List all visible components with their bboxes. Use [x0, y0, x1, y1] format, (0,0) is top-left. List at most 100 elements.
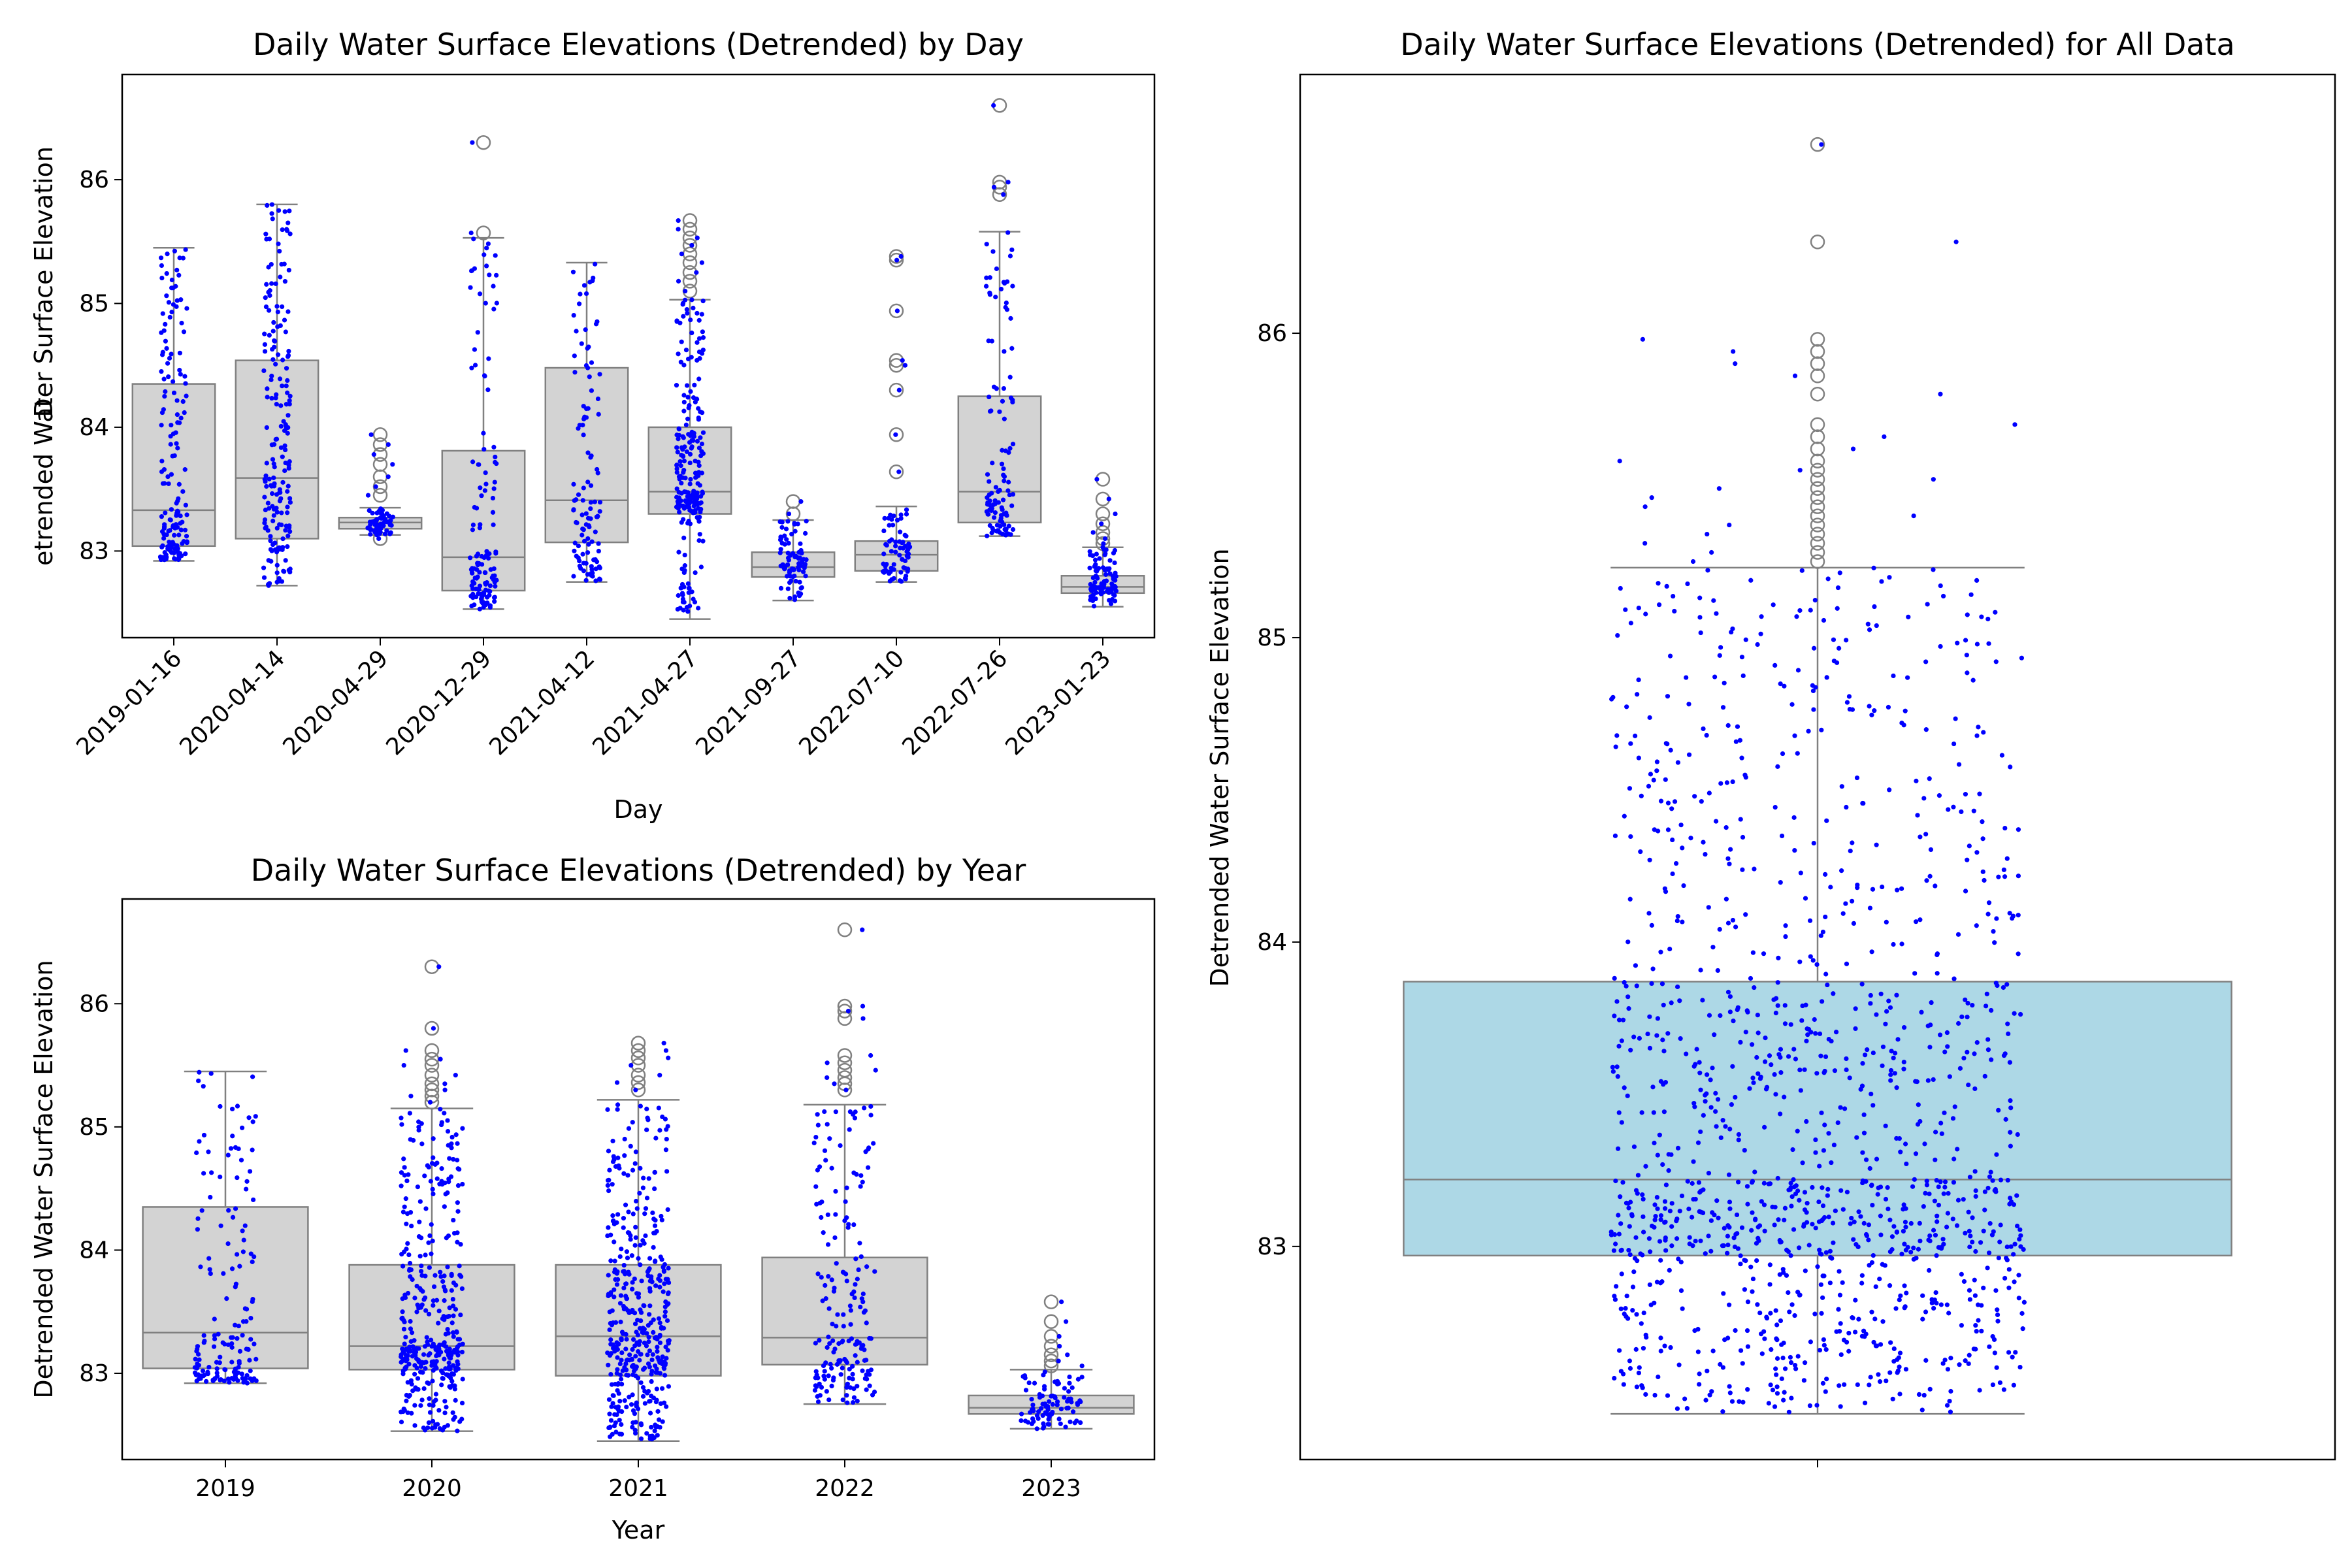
data-point: [262, 331, 267, 336]
data-point: [1903, 708, 1908, 713]
data-point: [1652, 1140, 1657, 1146]
data-point: [160, 311, 165, 316]
data-point: [1727, 1384, 1732, 1389]
data-point: [1917, 1220, 1922, 1226]
data-point: [833, 1109, 838, 1115]
data-point: [990, 461, 995, 466]
data-point: [641, 1367, 646, 1372]
data-point: [1686, 1206, 1691, 1211]
data-point: [269, 377, 274, 382]
data-point: [1905, 1245, 1910, 1250]
data-point: [1792, 1363, 1798, 1368]
data-point: [281, 568, 286, 574]
data-point: [166, 300, 172, 305]
data-point: [1006, 450, 1011, 455]
data-point: [583, 522, 589, 527]
data-point: [270, 357, 276, 362]
data-point: [1647, 857, 1652, 862]
data-point: [1990, 1382, 1996, 1388]
data-point: [429, 1222, 434, 1227]
data-point: [1941, 1191, 1946, 1196]
data-point: [1010, 442, 1016, 447]
data-point: [687, 460, 693, 466]
data-point: [864, 1320, 869, 1326]
data-point: [1805, 1201, 1810, 1206]
data-point: [583, 291, 589, 297]
data-point: [1952, 741, 1957, 747]
data-point: [1091, 604, 1097, 609]
data-point: [284, 384, 289, 389]
data-point: [596, 412, 601, 417]
data-point: [653, 1135, 659, 1141]
data-point: [1936, 1202, 1942, 1208]
data-point: [580, 512, 585, 517]
data-point: [2006, 1350, 2012, 1355]
data-point: [1040, 1413, 1045, 1418]
data-point: [247, 1169, 253, 1174]
data-point: [688, 318, 693, 323]
data-point: [1953, 239, 1959, 244]
data-point: [906, 555, 911, 560]
data-point: [1797, 468, 1803, 473]
data-point: [1735, 1007, 1740, 1013]
data-point: [700, 489, 705, 495]
data-point: [1860, 800, 1865, 806]
data-point: [442, 1087, 448, 1092]
data-point: [1102, 547, 1107, 552]
data-point: [830, 1338, 836, 1343]
data-point: [855, 1360, 860, 1365]
data-point: [402, 1295, 408, 1300]
data-point: [848, 1322, 853, 1327]
data-point: [583, 578, 589, 583]
data-point: [1976, 725, 1981, 730]
outlier-marker: [1810, 536, 1825, 551]
data-point: [679, 480, 684, 486]
data-point: [1987, 1174, 1993, 1179]
data-point: [1800, 1160, 1805, 1166]
data-point: [2008, 764, 2013, 770]
data-point: [629, 1364, 635, 1369]
data-point: [845, 1225, 851, 1230]
data-point: [376, 536, 382, 542]
data-point: [851, 1222, 857, 1228]
data-point: [649, 1379, 654, 1384]
data-point: [1868, 1001, 1873, 1006]
data-point: [168, 517, 173, 523]
data-point: [1877, 1277, 1882, 1282]
data-point: [285, 544, 290, 549]
data-point: [1099, 521, 1104, 527]
data-point: [1692, 1104, 1697, 1109]
data-point: [896, 469, 902, 474]
data-point: [1661, 1049, 1667, 1054]
data-point: [681, 363, 687, 368]
data-point: [1773, 1308, 1778, 1313]
data-point: [661, 1366, 667, 1371]
data-point: [581, 404, 586, 409]
data-point: [1865, 621, 1870, 627]
data-point: [1817, 1347, 1823, 1353]
data-point: [607, 1327, 612, 1332]
data-point: [1751, 1080, 1756, 1085]
data-point: [1794, 614, 1799, 619]
data-point: [871, 1141, 876, 1146]
data-point: [638, 1380, 644, 1385]
data-point: [182, 527, 188, 532]
data-point: [286, 267, 291, 273]
data-point: [1786, 1249, 1791, 1254]
data-point: [622, 1153, 627, 1158]
data-point: [250, 1296, 255, 1302]
data-point: [817, 1337, 822, 1343]
data-point: [674, 433, 679, 438]
data-point: [825, 1212, 830, 1217]
data-point: [1978, 1240, 1984, 1245]
data-point: [689, 589, 694, 595]
data-point: [159, 459, 165, 464]
data-point: [183, 502, 188, 508]
data-point: [235, 1103, 240, 1109]
data-point: [903, 576, 908, 581]
outlier-marker: [630, 1068, 646, 1083]
data-point: [485, 241, 491, 246]
data-point: [996, 489, 1001, 495]
data-point: [571, 312, 576, 318]
data-point: [195, 1227, 200, 1232]
